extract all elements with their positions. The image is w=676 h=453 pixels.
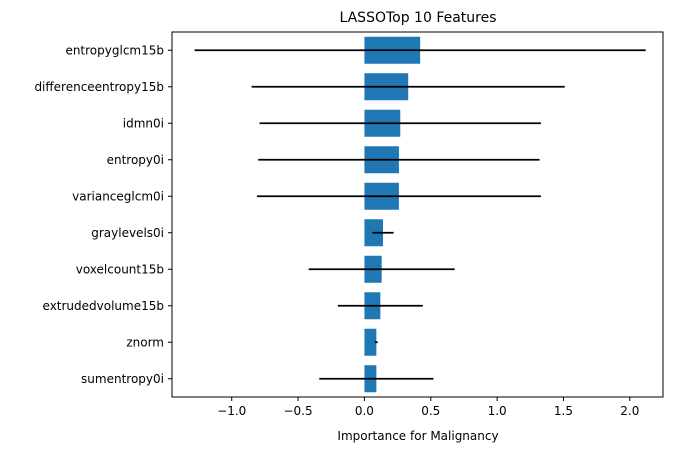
y-tick-label: sumentropy0i xyxy=(81,372,164,386)
x-tick-label: −0.5 xyxy=(283,404,312,418)
x-tick-label: 0.5 xyxy=(421,404,440,418)
bar-znorm xyxy=(364,328,377,356)
y-tick-label: entropy0i xyxy=(107,153,164,167)
y-tick-label: extrudedvolume15b xyxy=(43,299,164,313)
y-tick-label: voxelcount15b xyxy=(76,262,164,276)
y-tick-label: znorm xyxy=(126,335,164,349)
plot-area: entropyglcm15b differenceentropy15b idmn0i… xyxy=(34,31,664,418)
y-tick-label: entropyglcm15b xyxy=(65,43,164,57)
y-tick-label: idmn0i xyxy=(123,116,164,130)
x-tick-label: 2.0 xyxy=(620,404,639,418)
x-tick-label: 0.0 xyxy=(355,404,374,418)
x-axis-label: Importance for Malignancy xyxy=(337,429,498,443)
x-tick-label: 1.0 xyxy=(488,404,507,418)
x-tick-label: −1.0 xyxy=(217,404,246,418)
y-tick-label: varianceglcm0i xyxy=(72,189,164,203)
y-tick-label: graylevels0i xyxy=(91,226,164,240)
chart-title: LASSOTop 10 Features xyxy=(339,10,496,26)
y-tick-label: differenceentropy15b xyxy=(34,80,164,94)
axes-frame xyxy=(171,31,664,398)
x-tick-label: 1.5 xyxy=(554,404,573,418)
